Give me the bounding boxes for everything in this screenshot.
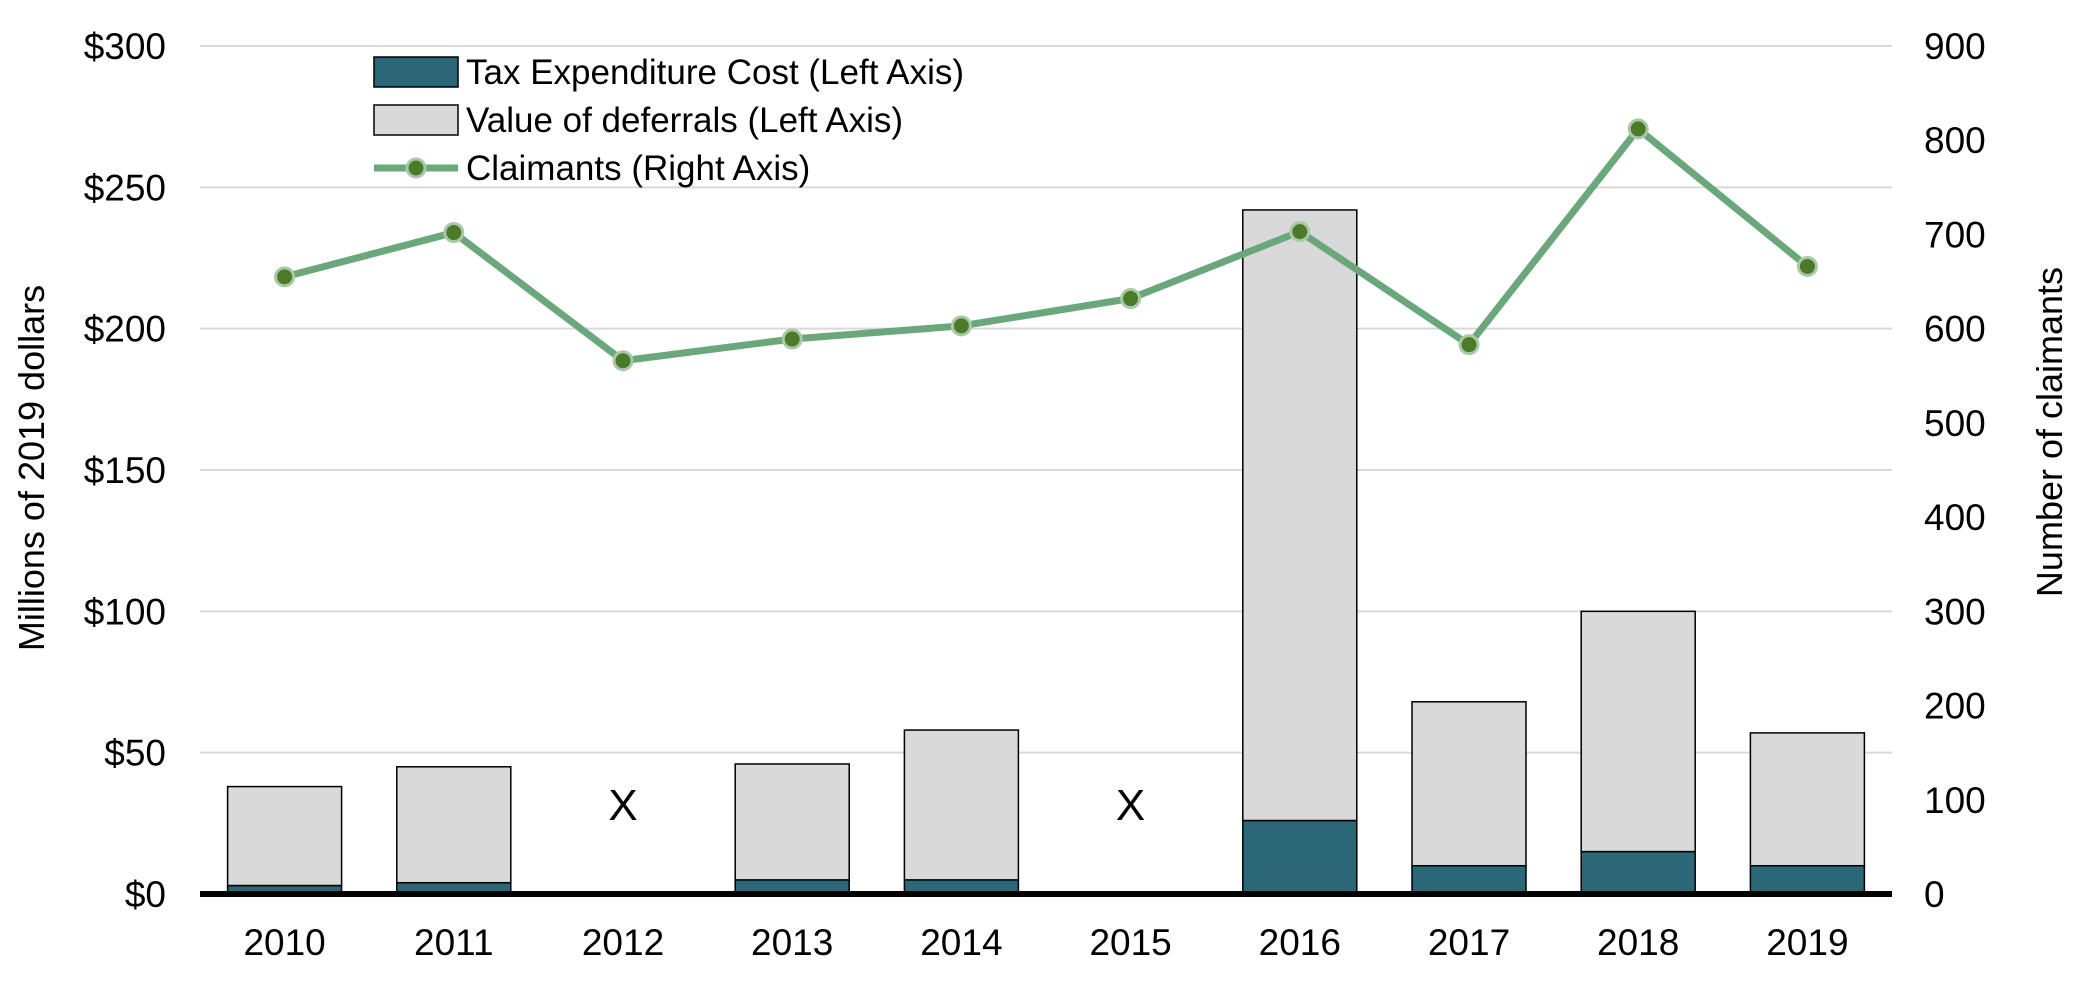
left-tick-label-0: $0	[125, 874, 166, 915]
x-axis: 2010 2011 2012 2013 2014 2015 2016 2017 2018 2019	[243, 922, 1848, 963]
bar-value-of-deferrals-left-axis-2013	[734, 763, 850, 881]
point-claimants-2011	[443, 222, 465, 244]
legend: Tax Expenditure Cost (Left Axis) Value of…	[373, 53, 964, 188]
x-tick-label-2013: 2013	[751, 922, 833, 963]
bar-value-of-deferrals-left-axis-2011	[396, 766, 512, 884]
point-claimants-2014	[950, 315, 972, 337]
x-tick-label-2017: 2017	[1428, 922, 1510, 963]
right-tick-label-800: 800	[1924, 120, 1986, 161]
point-claimants-2018	[1627, 118, 1649, 140]
suppressed-marker-2012: X	[608, 781, 637, 830]
legend-swatch-tax-expenditure-cost-left-axis	[373, 56, 459, 88]
x-tick-label-2014: 2014	[920, 922, 1002, 963]
bar-tax-expenditure-cost-left-axis-2016	[1242, 819, 1358, 895]
left-axis: $0 $50 $100 $150 $200 $250 $300	[84, 26, 166, 915]
x-tick-label-2010: 2010	[243, 922, 325, 963]
point-claimants-2010	[274, 266, 296, 288]
x-tick-label-2011: 2011	[414, 922, 494, 963]
bar-value-of-deferrals-left-axis-2017	[1411, 701, 1527, 867]
bar-value-of-deferrals-left-axis-2010	[226, 785, 343, 887]
bar-tax-expenditure-cost-left-axis-2018	[1580, 850, 1696, 895]
legend-marker-claimants-right-axis	[405, 157, 427, 179]
x-tick-label-2015: 2015	[1089, 922, 1171, 963]
suppressed-marker-2015: X	[1116, 781, 1145, 830]
bar-series	[226, 209, 1866, 895]
left-tick-label-250: $250	[84, 167, 166, 208]
right-tick-label-100: 100	[1924, 780, 1986, 821]
bar-tax-expenditure-cost-left-axis-2017	[1411, 864, 1527, 895]
right-axis-title: Number of claimants	[2029, 267, 2070, 597]
legend-swatch-value-of-deferrals-left-axis	[373, 104, 459, 136]
point-claimants-2017	[1458, 334, 1480, 356]
right-tick-label-0: 0	[1924, 874, 1945, 915]
legend-label-value-of-deferrals-left-axis: Value of deferrals (Left Axis)	[466, 101, 903, 140]
bar-value-of-deferrals-left-axis-2018	[1580, 610, 1696, 853]
point-claimants-2015	[1120, 288, 1142, 310]
x-tick-label-2016: 2016	[1259, 922, 1341, 963]
claimants-line-series	[274, 118, 1818, 372]
left-axis-title: Millions of 2019 dollars	[11, 285, 52, 651]
bar-tax-expenditure-cost-left-axis-2019	[1749, 864, 1866, 895]
right-tick-label-900: 900	[1924, 26, 1986, 67]
bar-value-of-deferrals-left-axis-2016	[1242, 209, 1358, 822]
left-tick-label-300: $300	[84, 26, 166, 67]
right-tick-label-200: 200	[1924, 686, 1986, 727]
x-tick-label-2012: 2012	[582, 922, 664, 963]
left-tick-label-50: $50	[104, 733, 166, 774]
x-tick-label-2018: 2018	[1597, 922, 1679, 963]
left-tick-label-200: $200	[84, 309, 166, 350]
legend-label-claimants-right-axis: Claimants (Right Axis)	[466, 149, 810, 188]
point-claimants-2013	[781, 328, 803, 350]
point-claimants-2012	[612, 350, 634, 372]
x-tick-label-2019: 2019	[1766, 922, 1848, 963]
right-tick-label-700: 700	[1924, 214, 1986, 255]
left-tick-label-150: $150	[84, 450, 166, 491]
left-tick-label-100: $100	[84, 591, 166, 632]
line-claimants-right-axis	[281, 125, 1811, 365]
point-claimants-2016	[1289, 221, 1311, 243]
right-tick-label-400: 400	[1924, 497, 1986, 538]
right-tick-label-300: 300	[1924, 591, 1986, 632]
bar-value-of-deferrals-left-axis-2014	[903, 729, 1020, 881]
bar-value-of-deferrals-left-axis-2019	[1749, 732, 1866, 867]
point-claimants-2019	[1796, 255, 1818, 277]
right-axis: 0 100 200 300 400 500 600 700 800 900	[1924, 26, 1986, 915]
right-tick-label-500: 500	[1924, 403, 1986, 444]
legend-label-tax-expenditure-cost-left-axis: Tax Expenditure Cost (Left Axis)	[466, 53, 964, 92]
right-tick-label-600: 600	[1924, 309, 1986, 350]
